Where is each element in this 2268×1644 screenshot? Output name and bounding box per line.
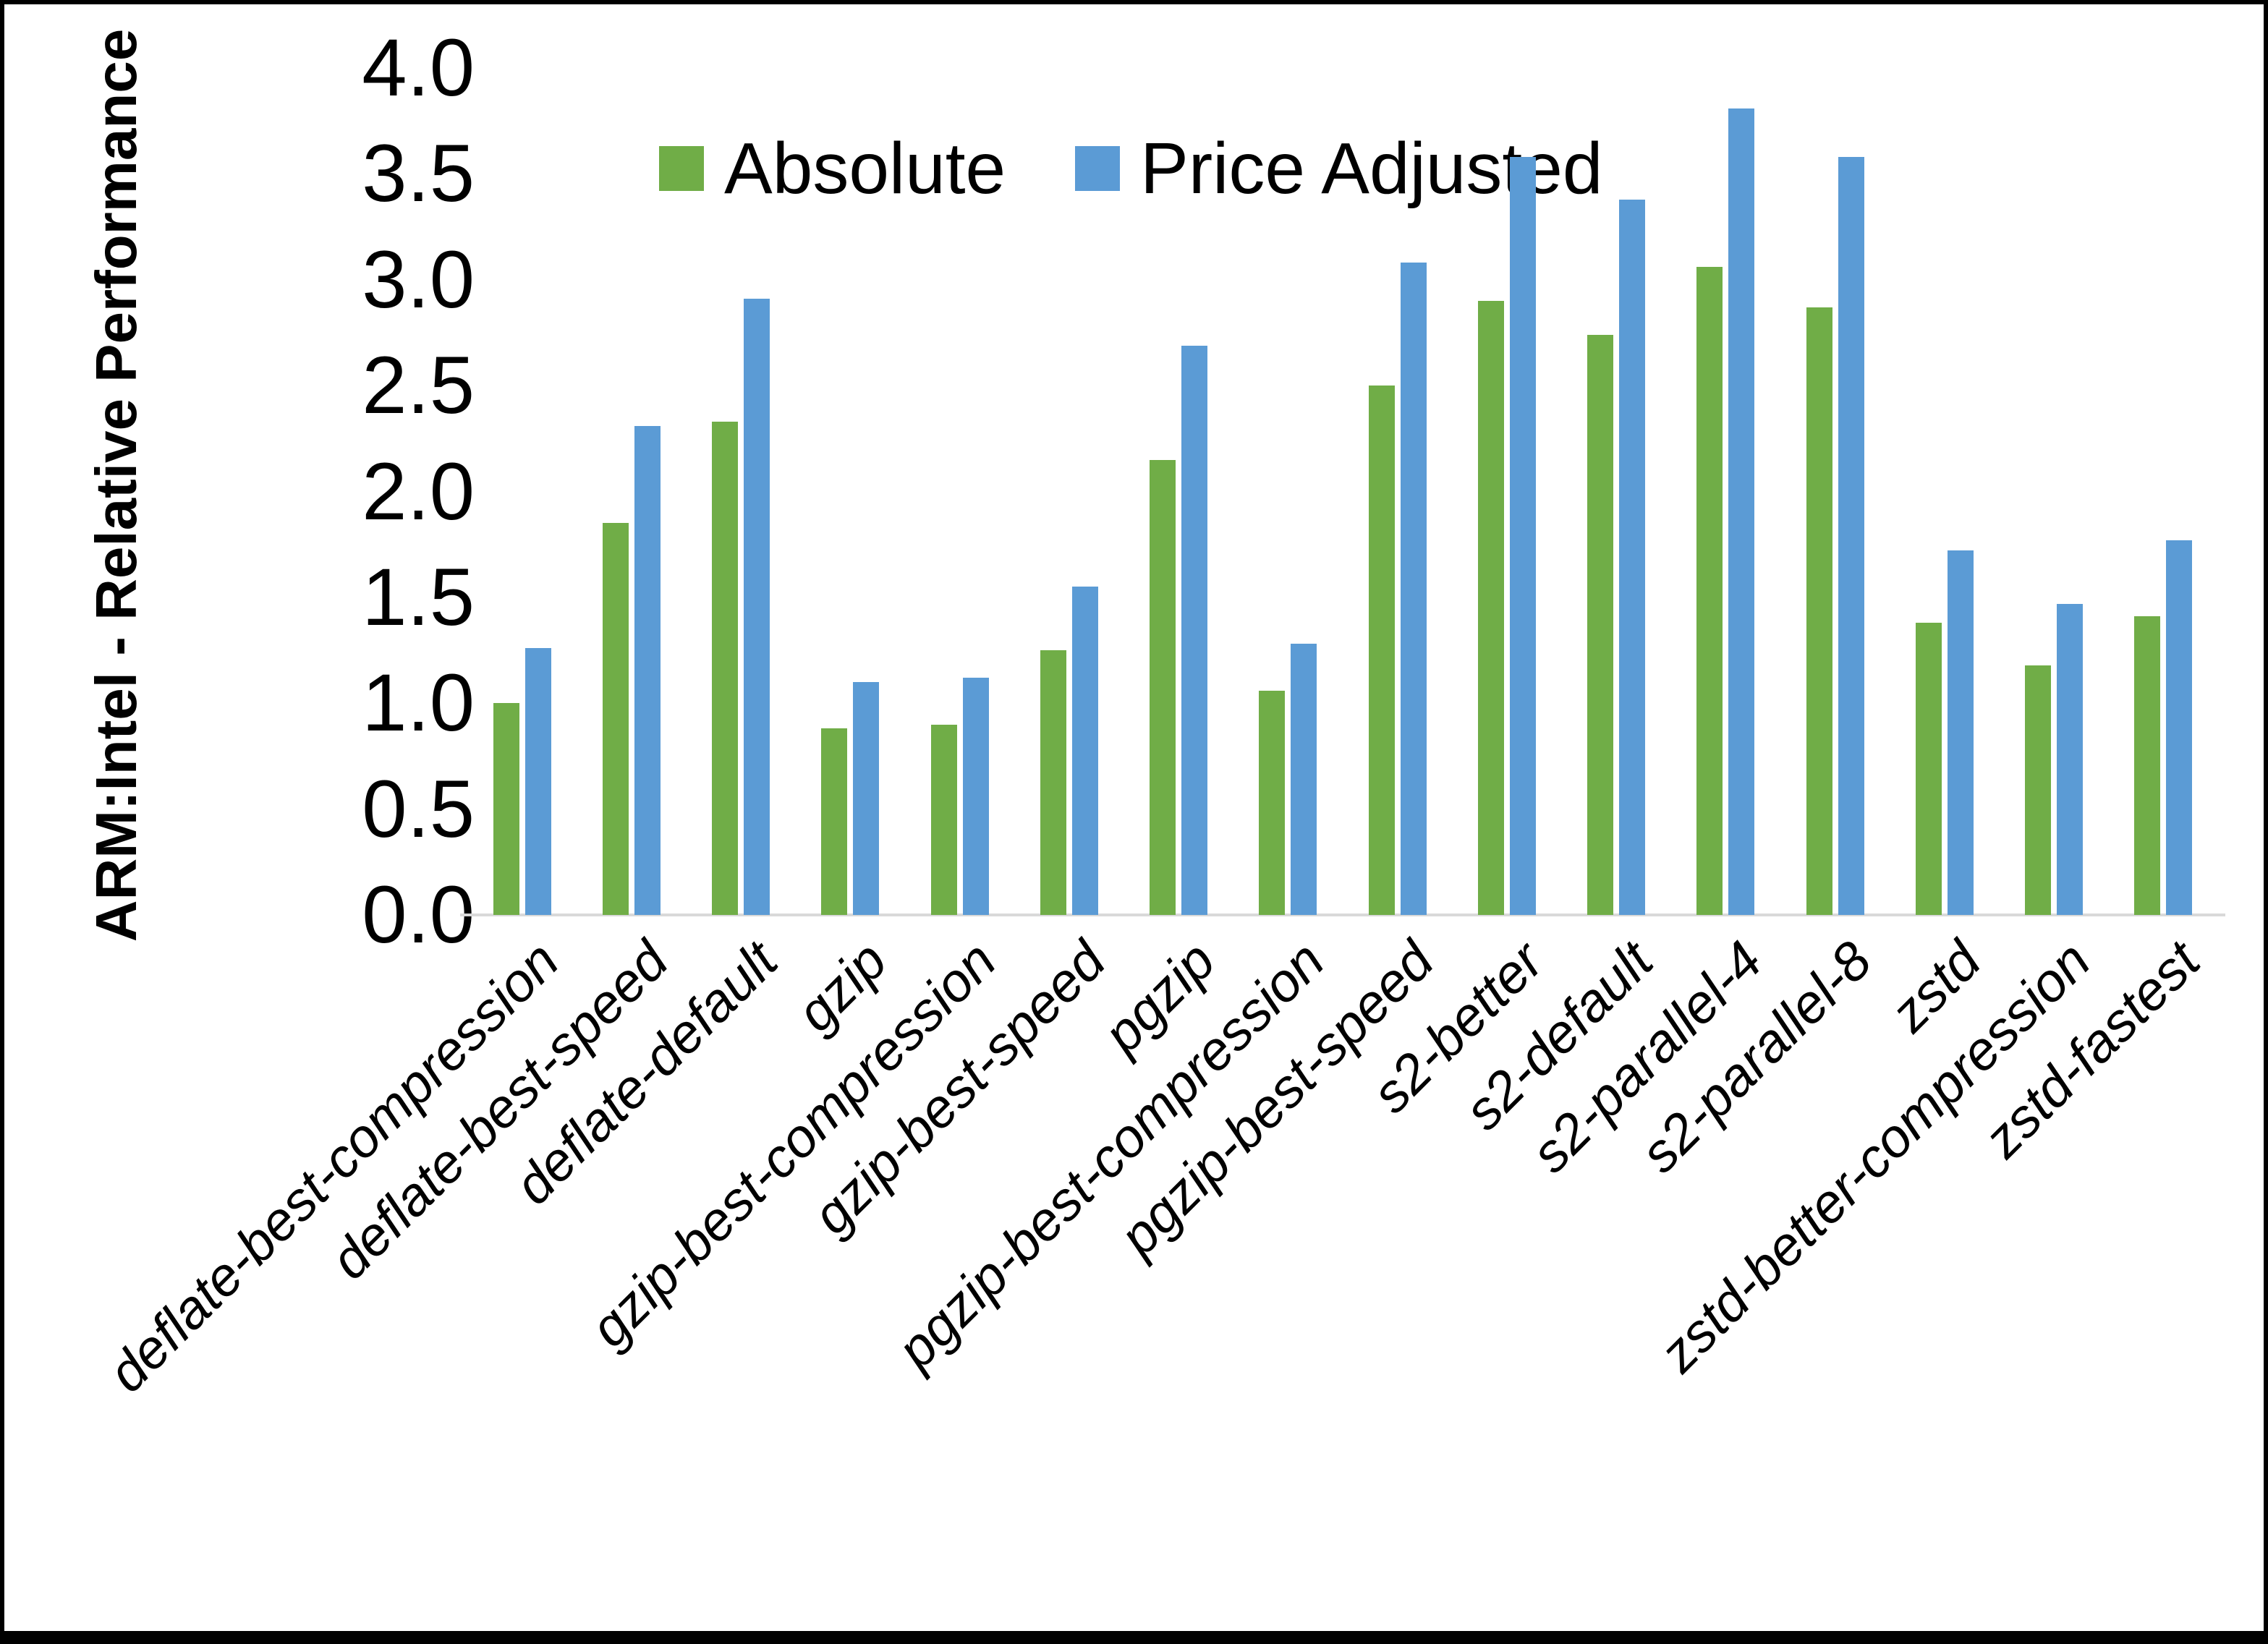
bar-absolute — [1806, 307, 1832, 915]
bar-price-adjusted — [1838, 156, 1864, 915]
y-tick-label: 0.0 — [362, 869, 475, 960]
y-tick-label: 3.0 — [362, 234, 475, 325]
bar-absolute — [1477, 301, 1504, 915]
y-tick-label: 4.0 — [362, 22, 475, 113]
bar-price-adjusted — [1071, 587, 1098, 915]
bar-absolute — [1915, 623, 1942, 915]
plot-area — [460, 68, 2225, 916]
bar-price-adjusted — [962, 678, 989, 915]
y-tick-label: 1.5 — [362, 551, 475, 642]
legend-swatch-absolute — [659, 146, 704, 191]
bar-absolute — [1696, 267, 1723, 915]
y-tick-label: 2.5 — [362, 340, 475, 431]
bar-absolute — [602, 523, 629, 915]
x-axis-line — [460, 913, 2225, 916]
bar-absolute — [493, 703, 519, 915]
bar-price-adjusted — [1509, 156, 1536, 915]
bar-absolute — [821, 728, 848, 915]
bar-price-adjusted — [634, 425, 661, 915]
bar-price-adjusted — [744, 299, 770, 915]
y-tick-label: 2.0 — [362, 446, 475, 537]
bar-absolute — [1368, 386, 1395, 915]
bar-price-adjusted — [1291, 644, 1317, 915]
bar-price-adjusted — [1728, 108, 1755, 915]
y-tick-label: 3.5 — [362, 128, 475, 219]
bar-price-adjusted — [1947, 550, 1974, 915]
bar-absolute — [1040, 650, 1066, 915]
y-tick-label: 0.5 — [362, 763, 475, 854]
bar-price-adjusted — [2057, 603, 2084, 915]
y-tick-label: 1.0 — [362, 657, 475, 749]
bar-absolute — [712, 421, 739, 915]
bar-price-adjusted — [1619, 199, 1646, 915]
bar-absolute — [2025, 665, 2052, 915]
y-axis-title: ARM:Intel - Relative Performance — [84, 28, 148, 942]
bar-price-adjusted — [853, 681, 880, 915]
bar-absolute — [2134, 616, 2161, 915]
bar-absolute — [1587, 334, 1614, 915]
bar-absolute — [1259, 690, 1286, 915]
bar-absolute — [1150, 459, 1176, 915]
bar-price-adjusted — [1400, 263, 1427, 915]
bar-price-adjusted — [1181, 345, 1208, 915]
legend-swatch-price-adjusted — [1075, 146, 1121, 191]
bar-price-adjusted — [2166, 540, 2193, 915]
bar-absolute — [930, 724, 957, 915]
bar-price-adjusted — [524, 648, 551, 915]
